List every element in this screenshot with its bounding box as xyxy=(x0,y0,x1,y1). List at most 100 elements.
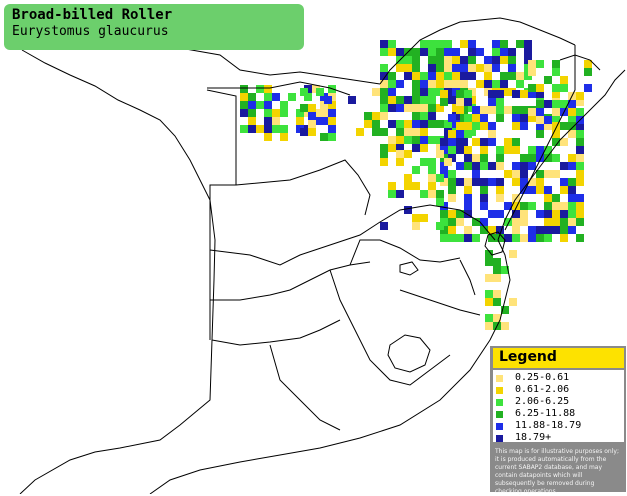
record-cell xyxy=(552,60,560,68)
record-cell xyxy=(504,202,512,210)
record-cell xyxy=(512,226,520,234)
record-cell xyxy=(472,162,480,170)
record-cells xyxy=(240,40,592,330)
legend-disclaimer: This map is for illustrative purposes on… xyxy=(495,448,619,495)
record-cell xyxy=(396,190,404,198)
record-cell xyxy=(388,72,396,80)
record-cell xyxy=(576,170,584,178)
coastline-east xyxy=(497,69,626,241)
namibia-botswana-border xyxy=(206,89,237,340)
record-cell xyxy=(412,104,420,112)
species-title-box: Broad-billed Roller Eurystomus glaucurus xyxy=(4,4,304,50)
record-cell xyxy=(396,96,404,104)
record-cell xyxy=(396,64,404,72)
record-cell xyxy=(560,210,568,218)
record-cell xyxy=(520,218,528,226)
record-cell xyxy=(496,162,504,170)
record-cell xyxy=(464,186,472,194)
record-cell xyxy=(512,178,520,186)
record-cell xyxy=(428,158,436,166)
record-cell xyxy=(552,138,560,146)
record-cell xyxy=(436,40,444,48)
record-cell xyxy=(448,210,456,218)
record-cell xyxy=(248,101,256,109)
record-cell xyxy=(428,190,436,198)
record-cell xyxy=(256,101,264,109)
record-cell xyxy=(420,190,428,198)
record-cell xyxy=(488,130,496,138)
record-cell xyxy=(428,64,436,72)
legend-swatch xyxy=(496,411,503,418)
record-cell xyxy=(576,194,584,202)
record-cell xyxy=(436,72,444,80)
record-cell xyxy=(576,210,584,218)
record-cell xyxy=(536,84,544,92)
record-cell xyxy=(388,190,396,198)
record-cell xyxy=(320,133,328,141)
record-cell xyxy=(509,250,517,258)
record-cell xyxy=(404,120,412,128)
record-cell xyxy=(488,106,496,114)
record-cell xyxy=(552,210,560,218)
record-cell xyxy=(520,202,528,210)
record-cell xyxy=(496,154,504,162)
record-cell xyxy=(468,64,476,72)
record-cell xyxy=(404,182,412,190)
record-cell xyxy=(480,226,488,234)
record-cell xyxy=(428,72,436,80)
record-cell xyxy=(404,150,412,158)
record-cell xyxy=(568,114,576,122)
record-cell xyxy=(536,108,544,116)
record-cell xyxy=(372,128,380,136)
record-cell xyxy=(428,104,436,112)
record-cell xyxy=(320,101,328,109)
record-cell xyxy=(492,40,500,48)
record-cell xyxy=(264,85,272,93)
record-cell xyxy=(272,125,280,133)
record-cell xyxy=(452,64,460,72)
record-cell xyxy=(388,88,396,96)
record-cell xyxy=(501,266,509,274)
record-cell xyxy=(308,112,316,120)
record-cell xyxy=(536,130,544,138)
record-cell xyxy=(280,125,288,133)
record-cell xyxy=(576,202,584,210)
record-cell xyxy=(436,104,444,112)
record-cell xyxy=(456,130,464,138)
record-cell xyxy=(448,130,456,138)
record-cell xyxy=(464,130,472,138)
record-cell xyxy=(501,306,509,314)
record-cell xyxy=(412,166,420,174)
record-cell xyxy=(488,122,496,130)
record-cell xyxy=(444,64,452,72)
record-cell xyxy=(508,48,516,56)
record-cell xyxy=(272,117,280,125)
record-cell xyxy=(396,120,404,128)
record-cell xyxy=(412,64,420,72)
record-cell xyxy=(412,120,420,128)
record-cell xyxy=(560,138,568,146)
record-cell xyxy=(420,96,428,104)
record-cell xyxy=(504,106,512,114)
record-cell xyxy=(480,202,488,210)
record-cell xyxy=(412,222,420,230)
record-cell xyxy=(240,93,248,101)
record-cell xyxy=(256,125,264,133)
record-cell xyxy=(464,234,472,242)
record-cell xyxy=(296,117,304,125)
record-cell xyxy=(528,60,536,68)
record-cell xyxy=(512,162,520,170)
legend-item-label: 6.25-11.88 xyxy=(515,408,576,419)
record-cell xyxy=(464,202,472,210)
zimbabwe-border xyxy=(379,17,576,85)
record-cell xyxy=(480,154,488,162)
record-cell xyxy=(492,64,500,72)
record-cell xyxy=(248,125,256,133)
record-cell xyxy=(504,138,512,146)
record-cell xyxy=(420,40,428,48)
record-cell xyxy=(480,138,488,146)
record-cell xyxy=(528,90,536,98)
record-cell xyxy=(396,128,404,136)
record-cell xyxy=(456,234,464,242)
record-cell xyxy=(488,98,496,106)
